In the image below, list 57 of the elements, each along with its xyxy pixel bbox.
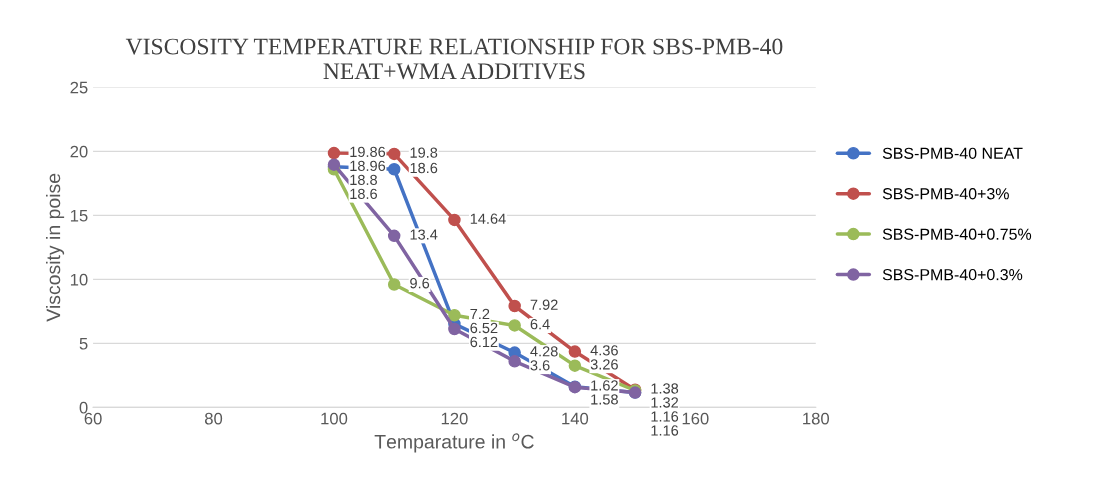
x-axis-title: Temparature in $^{o}$C <box>374 433 534 453</box>
legend-label: SBS-PMB-40+3% <box>882 188 1009 200</box>
data-label: 19.8 <box>410 147 438 158</box>
x-tick-label: 100 <box>321 412 348 425</box>
point <box>508 299 521 313</box>
point <box>448 213 461 227</box>
data-label: 1.62 <box>591 380 618 391</box>
point <box>448 322 461 336</box>
data-label: 18.96 <box>350 160 386 172</box>
y-axis-title: Viscosity in poise <box>46 173 65 322</box>
chart-title: VISCOSITY TEMPERATURE RELATIONSHIP FOR SBS-PMB-40 NEAT+WMA ADDITIVES <box>125 38 783 80</box>
point <box>508 319 521 332</box>
data-label: 18.8 <box>350 174 377 186</box>
data-label: 4.28 <box>530 346 558 357</box>
data-label: 13.4 <box>410 229 438 240</box>
data-label: 14.64 <box>470 213 506 224</box>
legend-label: SBS-PMB-40 NEAT <box>882 147 1023 159</box>
y-tick-label: 25 <box>70 81 88 94</box>
data-label: 1.38 <box>651 383 679 394</box>
y-tick-label: 5 <box>79 337 88 350</box>
x-tick-label: 140 <box>562 412 589 425</box>
data-label: 6.12 <box>470 336 498 348</box>
x-tick-label: 80 <box>204 412 223 425</box>
data-label: 1.16 <box>651 425 679 436</box>
y-tick-label: 10 <box>70 273 88 286</box>
data-label: 7.92 <box>530 299 558 310</box>
point <box>568 359 582 372</box>
data-label: 3.26 <box>590 359 618 370</box>
y-tick-label: 20 <box>70 145 88 158</box>
y-tick-label: 15 <box>70 209 88 222</box>
data-label: 4.36 <box>590 345 618 356</box>
data-label: 18.6 <box>410 162 438 174</box>
data-label: 6.4 <box>530 319 550 330</box>
y-tick-label: 0 <box>79 401 88 414</box>
data-label: 18.6 <box>350 188 377 200</box>
point <box>387 162 401 176</box>
point <box>327 146 341 160</box>
data-label: 6.52 <box>470 322 498 334</box>
x-tick-label: 160 <box>682 412 709 425</box>
data-label: 3.6 <box>530 360 550 371</box>
point <box>568 345 582 358</box>
point <box>387 278 401 291</box>
legend-label: SBS-PMB-40+0.3% <box>882 268 1023 281</box>
x-tick-label: 180 <box>803 412 830 425</box>
data-label: 1.32 <box>651 397 679 408</box>
data-label: 1.58 <box>591 394 618 405</box>
data-label: 19.86 <box>350 146 386 158</box>
point <box>387 147 401 161</box>
x-tick-label: 120 <box>441 412 468 425</box>
point <box>387 229 401 243</box>
point <box>448 308 461 322</box>
point <box>508 355 521 368</box>
legend-label: SBS-PMB-40+0.75% <box>882 228 1032 240</box>
data-label: 7.2 <box>470 308 490 319</box>
data-label: 9.6 <box>410 278 430 289</box>
x-tick-label: 60 <box>84 412 102 425</box>
data-label: 1.16 <box>651 411 679 422</box>
